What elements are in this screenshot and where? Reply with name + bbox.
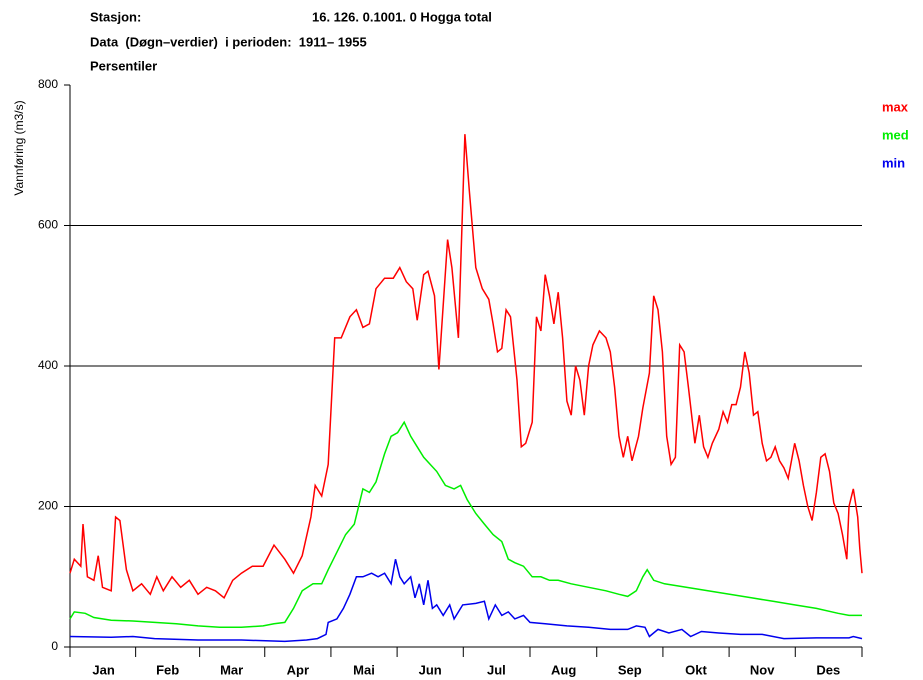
line-series bbox=[69, 420, 862, 629]
x-tick-label: Jun bbox=[419, 662, 442, 677]
y-tick-label: 600 bbox=[38, 218, 58, 232]
y-tick-label: 800 bbox=[38, 77, 58, 91]
x-tick-label: Des bbox=[816, 662, 840, 677]
legend-entry: min bbox=[882, 155, 905, 170]
x-tick-label: Aug bbox=[551, 662, 576, 677]
line-series bbox=[69, 134, 863, 599]
line-series bbox=[69, 559, 863, 643]
title-station: 16. 126. 0.1001. 0 Hogga total bbox=[312, 9, 492, 24]
subtitle: Persentiler bbox=[90, 58, 157, 73]
y-tick-label: 200 bbox=[38, 499, 58, 513]
title-label: Stasjon: bbox=[90, 9, 141, 24]
x-tick-label: Jul bbox=[487, 662, 506, 677]
x-tick-label: Mai bbox=[353, 662, 375, 677]
title-period: Data (Døgn–verdier) i perioden: 1911– 19… bbox=[90, 34, 367, 49]
x-tick-label: Apr bbox=[287, 662, 309, 677]
x-tick-label: Jan bbox=[92, 662, 114, 677]
x-tick-label: Okt bbox=[685, 662, 707, 677]
x-tick-label: Nov bbox=[750, 662, 775, 677]
y-tick-label: 0 bbox=[51, 639, 58, 653]
x-tick-label: Feb bbox=[156, 662, 179, 677]
y-tick-label: 400 bbox=[38, 358, 58, 372]
legend-entry: med bbox=[882, 127, 909, 142]
y-axis-label: Vannføring (m3/s) bbox=[12, 100, 26, 195]
legend-entry: max bbox=[882, 99, 909, 114]
x-tick-label: Mar bbox=[220, 662, 243, 677]
x-tick-label: Sep bbox=[618, 662, 642, 677]
